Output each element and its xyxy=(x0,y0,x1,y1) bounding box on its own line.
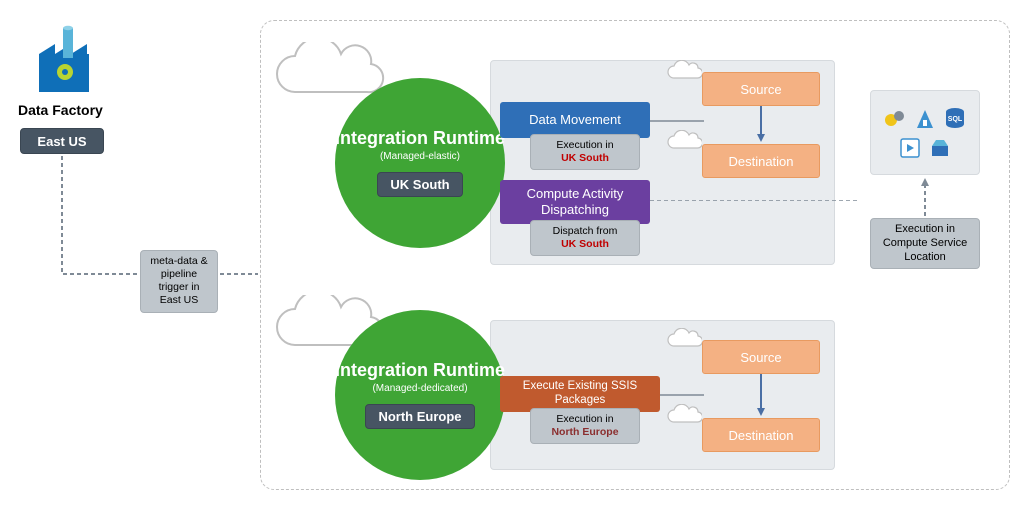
ir2-region: North Europe xyxy=(365,404,474,429)
hdinsight-icon xyxy=(883,106,907,130)
ir1-dispatch-note-hl: UK South xyxy=(561,238,609,250)
mini-cloud-2b xyxy=(666,404,702,430)
ir2-title: Integration Runtime xyxy=(335,361,505,381)
ir2-ssis-note-prefix: Execution in xyxy=(556,413,613,425)
ir2-ssis-note-hl: North Europe xyxy=(551,426,618,438)
svg-text:SQL: SQL xyxy=(948,116,963,123)
ir1-destination: Destination xyxy=(702,144,820,178)
mini-cloud-1b xyxy=(666,130,702,156)
ir1-region: UK South xyxy=(377,172,462,197)
compute-note: Execution in Compute Service Location xyxy=(870,218,980,269)
ir1-move-note-prefix: Execution in xyxy=(556,139,613,151)
ml-icon xyxy=(913,106,937,130)
ir2-subtitle: (Managed-dedicated) xyxy=(372,383,467,394)
ir1-arrow xyxy=(754,106,768,144)
ir1-title: Integration Runtime xyxy=(335,129,505,149)
ir1-dispatch-note: Dispatch from UK South xyxy=(530,220,640,256)
batch-icon xyxy=(898,136,922,160)
ir1-data-movement: Data Movement xyxy=(500,102,650,138)
ir1-move-note: Execution in UK South xyxy=(530,134,640,170)
hconnector-2 xyxy=(660,392,704,398)
ir2-destination: Destination xyxy=(702,418,820,452)
ir2-circle: Integration Runtime (Managed-dedicated) … xyxy=(335,310,505,480)
ir2-source: Source xyxy=(702,340,820,374)
services-panel: SQL xyxy=(870,90,980,175)
ir2-arrow xyxy=(754,374,768,418)
ir2-ssis: Execute Existing SSIS Packages xyxy=(500,376,660,412)
mini-cloud-1a xyxy=(666,60,702,86)
ir1-move-note-hl: UK South xyxy=(561,152,609,164)
ir1-dispatch: Compute Activity Dispatching xyxy=(500,180,650,224)
datalake-icon xyxy=(928,136,952,160)
mini-cloud-2a xyxy=(666,328,702,354)
sql-icon: SQL xyxy=(943,106,967,130)
hconnector-1 xyxy=(650,118,704,124)
ir1-subtitle: (Managed-elastic) xyxy=(380,151,460,162)
ir1-circle: Integration Runtime (Managed-elastic) UK… xyxy=(335,78,505,248)
ir2-ssis-note: Execution in North Europe xyxy=(530,408,640,444)
hconnector-dispatch xyxy=(650,200,870,240)
ir1-dispatch-note-prefix: Dispatch from xyxy=(553,225,618,237)
ir1-source: Source xyxy=(702,72,820,106)
